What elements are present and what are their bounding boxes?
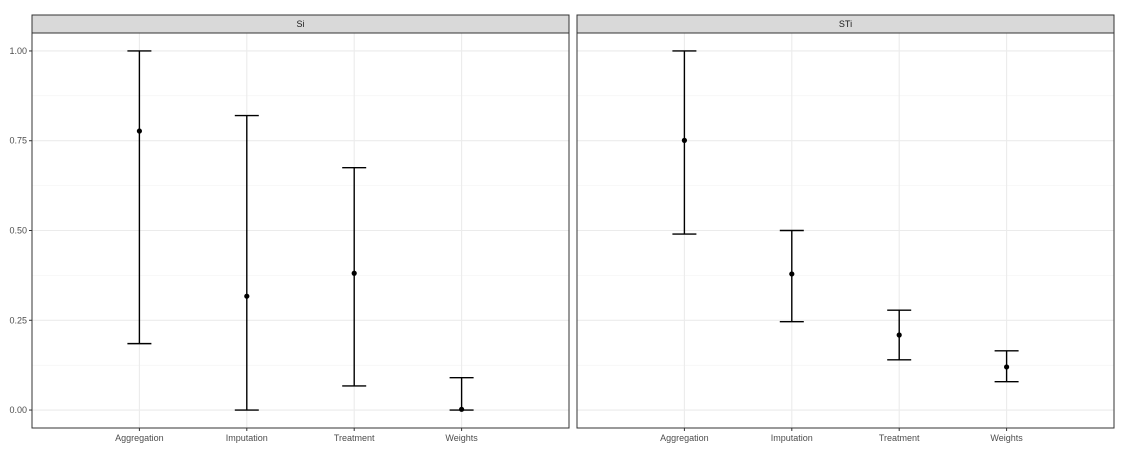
y-tick-label: 0.75	[9, 136, 27, 146]
data-point	[789, 271, 795, 277]
y-tick-label: 0.50	[9, 226, 27, 236]
data-point	[244, 293, 250, 299]
facet-panel-si: Si Aggregation Imputation Treatment Weights 0…	[9, 14, 570, 443]
data-point	[351, 270, 357, 276]
data-point	[136, 128, 142, 134]
x-tick-label: Treatment	[334, 433, 375, 443]
facet-strip-label: STi	[839, 19, 852, 29]
x-tick-label: Imputation	[226, 433, 268, 443]
y-tick-label: 0.25	[9, 315, 27, 325]
facet-strip	[31, 14, 570, 34]
x-tick-label: Aggregation	[115, 433, 164, 443]
x-tick-label: Treatment	[879, 433, 920, 443]
x-tick-label: Weights	[990, 433, 1023, 443]
facet-strip	[576, 14, 1115, 34]
data-point	[1004, 364, 1010, 370]
facet-strip-label: Si	[296, 19, 304, 29]
y-tick-label: 1.00	[9, 46, 27, 56]
x-tick-label: Imputation	[771, 433, 813, 443]
x-tick-label: Aggregation	[660, 433, 709, 443]
data-point	[459, 406, 465, 412]
x-tick-label: Weights	[445, 433, 478, 443]
data-point	[681, 137, 688, 143]
data-point	[896, 332, 902, 338]
facet-panel-sti: STi Aggregation Imputation Treatment Weights	[576, 14, 1115, 443]
y-tick-label: 0.00	[9, 405, 27, 415]
